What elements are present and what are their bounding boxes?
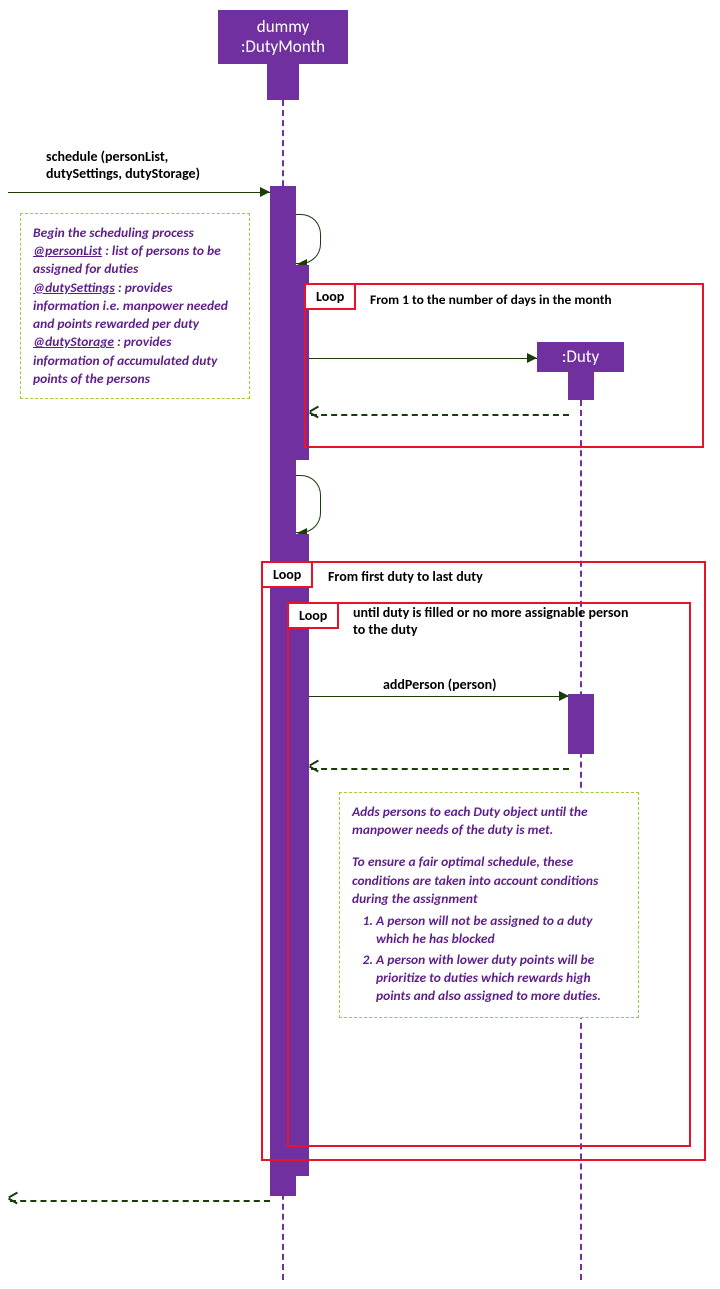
- note-right: Adds persons to each Duty object until t…: [339, 792, 639, 1018]
- arrow-schedule: [8, 192, 270, 193]
- arrow-final-return: [10, 1200, 270, 1202]
- arrow-return-duty: [311, 414, 569, 416]
- note-left-line1: Begin the scheduling process: [33, 224, 237, 242]
- note-right-li2: A person with lower duty points will be …: [376, 951, 626, 1006]
- activation-head-stub: [267, 64, 299, 100]
- selfcall-2: [296, 475, 321, 533]
- note-right-li1: A person will not be assigned to a duty …: [376, 912, 626, 948]
- note-right-p2: To ensure a fair optimal schedule, these…: [352, 853, 626, 908]
- note-right-p1: Adds persons to each Duty object until t…: [352, 803, 626, 839]
- msg-schedule-label: schedule (personList, dutySettings, duty…: [46, 148, 256, 182]
- note-left: Begin the scheduling process @personList…: [20, 213, 250, 399]
- lifeline-dutymonth-line2: :DutyMonth: [241, 36, 325, 57]
- msg-addperson-label: addPerson (person): [383, 676, 497, 693]
- arrowhead-create-duty: [527, 353, 537, 363]
- loop-inner-text: until duty is filled or no more assignab…: [353, 604, 633, 638]
- loop1-text: From 1 to the number of days in the mont…: [370, 291, 700, 308]
- loop-inner-label: Loop: [287, 602, 339, 629]
- loop1-label: Loop: [304, 283, 356, 310]
- msg-schedule-line1: schedule (personList,: [46, 148, 168, 165]
- loop-outer-text: From first duty to last duty: [328, 568, 658, 585]
- arrow-create-duty: [309, 358, 537, 359]
- loop-outer-label: Loop: [261, 561, 313, 588]
- lifeline-head-dutymonth: dummy:DutyMonth: [218, 10, 348, 64]
- lifeline-head-duty: :Duty: [537, 342, 624, 372]
- msg-schedule-line2: dutySettings, dutyStorage): [46, 165, 200, 182]
- lifeline-dutymonth-line1: dummy: [257, 16, 309, 37]
- arrow-return-addperson: [311, 768, 569, 770]
- activation-duty-stub: [568, 372, 594, 400]
- note-left-p2k: @dutySettings: [33, 279, 115, 296]
- arrowhead-schedule: [260, 187, 270, 197]
- lifeline-duty-label: :Duty: [562, 347, 599, 367]
- note-left-p1k: @personList: [33, 242, 102, 259]
- note-left-p3k: @dutyStorage: [33, 333, 114, 350]
- activation-duty-addperson: [568, 694, 594, 754]
- arrow-addperson: [309, 696, 569, 697]
- selfcall-1: [296, 214, 321, 264]
